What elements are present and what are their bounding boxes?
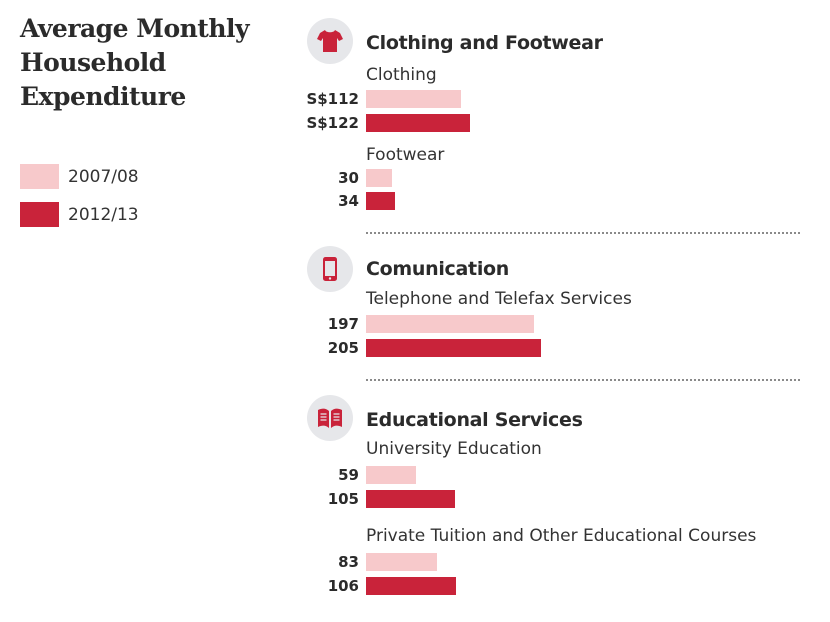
chart-title: Average Monthly Household Expenditure bbox=[20, 14, 250, 111]
value-label-private-tuition-2012: 106 bbox=[327, 577, 359, 595]
section-title-comunication: Comunication bbox=[366, 258, 510, 280]
bar-clothing-2012 bbox=[366, 114, 470, 132]
legend-swatch-2012-13 bbox=[20, 202, 59, 227]
category-label-telephone: Telephone and Telefax Services bbox=[366, 289, 632, 309]
value-label-university-2012: 105 bbox=[327, 490, 359, 508]
shirt-icon bbox=[307, 18, 353, 64]
section-title-clothing-footwear: Clothing and Footwear bbox=[366, 32, 603, 54]
value-label-footwear-2007: 30 bbox=[338, 169, 359, 187]
value-label-university-2007: 59 bbox=[338, 466, 359, 484]
bar-telephone-2007 bbox=[366, 315, 534, 333]
bar-university-2007 bbox=[366, 466, 416, 484]
section-divider bbox=[366, 379, 800, 381]
section-divider bbox=[366, 232, 800, 234]
bar-clothing-2007 bbox=[366, 90, 461, 108]
bar-private-tuition-2007 bbox=[366, 553, 437, 571]
legend-label-2012-13: 2012/13 bbox=[68, 205, 139, 225]
category-label-university: University Education bbox=[366, 439, 542, 459]
book-icon bbox=[307, 395, 353, 441]
value-label-footwear-2012: 34 bbox=[338, 192, 359, 210]
bar-telephone-2012 bbox=[366, 339, 541, 357]
phone-icon bbox=[307, 246, 353, 292]
value-label-clothing-2007: S$112 bbox=[306, 90, 359, 108]
legend-swatch-2007-08 bbox=[20, 164, 59, 189]
bar-footwear-2012 bbox=[366, 192, 395, 210]
value-label-telephone-2012: 205 bbox=[327, 339, 359, 357]
category-label-footwear: Footwear bbox=[366, 145, 445, 165]
bar-private-tuition-2012 bbox=[366, 577, 456, 595]
bar-university-2012 bbox=[366, 490, 455, 508]
value-label-clothing-2012: S$122 bbox=[306, 114, 359, 132]
section-title-educational-services: Educational Services bbox=[366, 409, 583, 431]
category-label-private-tuition: Private Tuition and Other Educational Co… bbox=[366, 526, 757, 546]
legend-label-2007-08: 2007/08 bbox=[68, 167, 139, 187]
category-label-clothing: Clothing bbox=[366, 65, 437, 85]
value-label-private-tuition-2007: 83 bbox=[338, 553, 359, 571]
value-label-telephone-2007: 197 bbox=[327, 315, 359, 333]
bar-footwear-2007 bbox=[366, 169, 392, 187]
